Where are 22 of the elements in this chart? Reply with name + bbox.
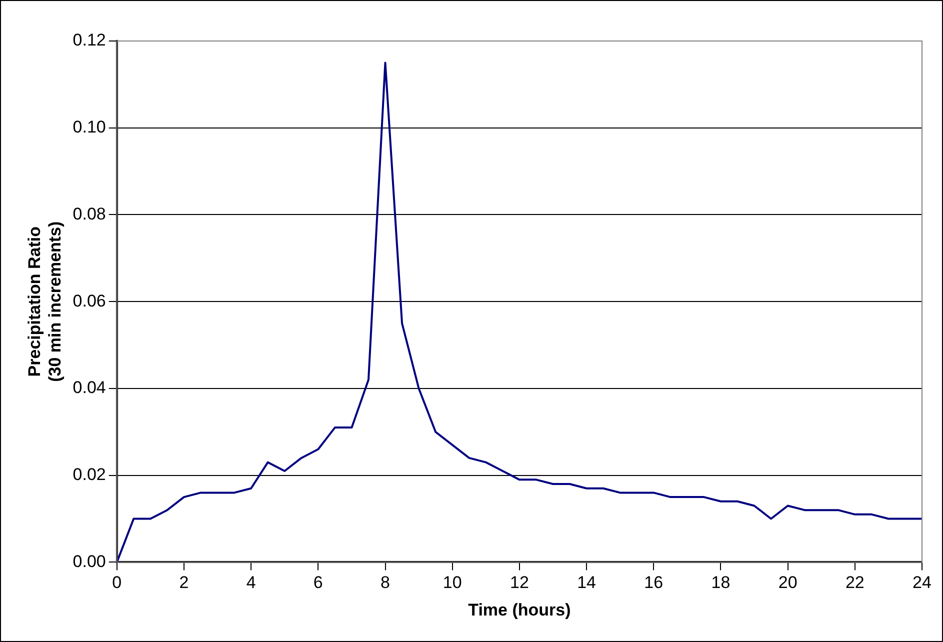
y-axis-title: Precipitation Ratio (30 min increments): [24, 221, 64, 382]
x-tick-label: 8: [380, 573, 390, 592]
x-tick-label: 4: [246, 573, 256, 592]
x-axis-title: Time (hours): [468, 600, 571, 620]
x-tick-label: 18: [711, 573, 730, 592]
y-tick-label: 0.00: [72, 552, 106, 571]
y-tick-label: 0.04: [72, 378, 106, 398]
x-tick-label: 12: [510, 573, 529, 592]
x-tick-label: 16: [644, 573, 664, 592]
x-tick-label: 24: [912, 573, 932, 592]
y-tick-label: 0.02: [72, 465, 106, 484]
x-tick-label: 10: [442, 573, 462, 592]
x-tick-label: 20: [778, 573, 798, 592]
x-tick-label: 22: [845, 573, 864, 592]
x-tick-label: 2: [179, 573, 189, 592]
y-tick-label: 0.10: [72, 118, 106, 137]
x-tick-label: 14: [577, 573, 596, 592]
y-tick-label: 0.12: [72, 30, 106, 50]
y-tick-label: 0.06: [72, 291, 106, 310]
y-tick-label: 0.08: [72, 204, 106, 224]
x-tick-label: 0: [112, 573, 122, 592]
x-tick-label: 6: [313, 573, 323, 592]
